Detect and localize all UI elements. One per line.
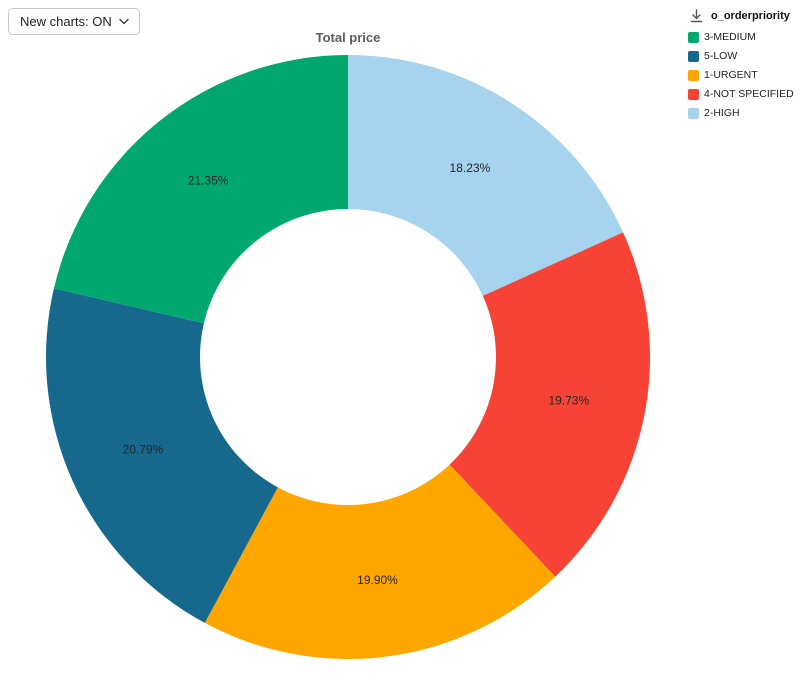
download-icon[interactable]	[688, 8, 704, 24]
donut-chart-area: 18.23% 19.73% 19.90% 20.79% 21.35%	[43, 52, 653, 662]
legend-items: 3-MEDIUM 5-LOW 1-URGENT 4-NOT SPECIFIED 2-HI…	[688, 31, 798, 119]
legend-label: 4-NOT SPECIFIED	[704, 88, 794, 100]
legend-item-5-low[interactable]: 5-LOW	[688, 50, 798, 62]
legend-panel: o_orderpriority 3-MEDIUM 5-LOW 1-URGENT 4-N…	[688, 8, 798, 119]
legend-label: 5-LOW	[704, 50, 738, 62]
legend-item-3-medium[interactable]: 3-MEDIUM	[688, 31, 798, 43]
legend-label: 3-MEDIUM	[704, 31, 756, 43]
legend-title: o_orderpriority	[711, 10, 790, 22]
legend-swatch	[688, 88, 699, 100]
new-charts-toggle[interactable]: New charts: ON	[8, 8, 140, 35]
pie-slice-1-urgent[interactable]	[204, 464, 556, 660]
pie-slice-2-high[interactable]	[348, 55, 624, 296]
chevron-down-icon	[119, 18, 129, 25]
pie-slice-5-low[interactable]	[46, 288, 278, 623]
pie-slice-3-medium[interactable]	[53, 54, 348, 324]
legend-swatch	[688, 50, 699, 62]
chart-title: Total price	[315, 30, 381, 45]
legend-header: o_orderpriority	[688, 8, 798, 24]
legend-label: 2-HIGH	[704, 107, 740, 119]
donut-chart: 18.23%19.73%19.90%20.79%21.35%	[46, 54, 651, 660]
pie-slice-4-not-specified[interactable]	[449, 232, 651, 577]
legend-label: 1-URGENT	[704, 69, 758, 81]
legend-swatch	[688, 107, 699, 119]
legend-item-2-high[interactable]: 2-HIGH	[688, 107, 798, 119]
legend-item-1-urgent[interactable]: 1-URGENT	[688, 69, 798, 81]
new-charts-toggle-label: New charts: ON	[20, 14, 112, 29]
legend-swatch	[688, 69, 699, 81]
legend-swatch	[688, 31, 699, 43]
legend-item-4-not-specified[interactable]: 4-NOT SPECIFIED	[688, 88, 798, 100]
